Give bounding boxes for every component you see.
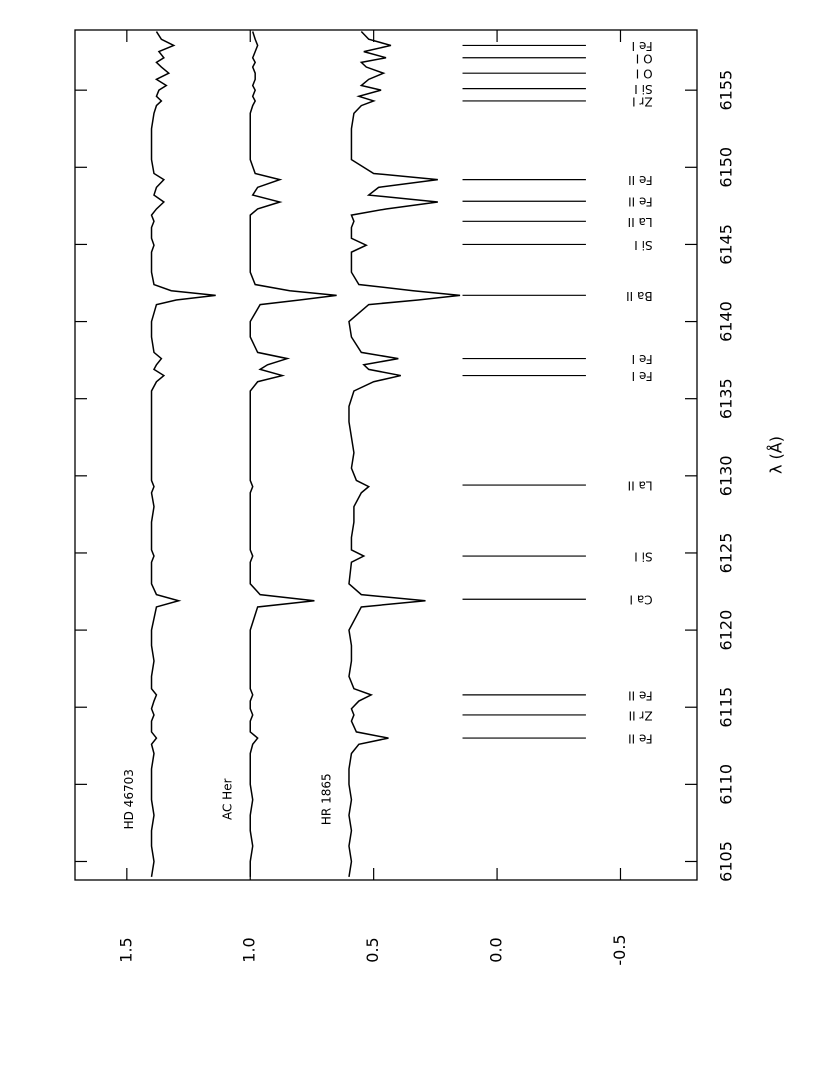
line-id-label: Zr I [632, 94, 653, 108]
x-tick-label: 6110 [717, 764, 736, 805]
series-label: AC Her [221, 778, 235, 820]
line-id-label: Fe I [632, 369, 653, 383]
x-tick-label: 6135 [717, 378, 736, 419]
x-tick-label: 6155 [717, 70, 736, 111]
y-tick-label: 0.5 [363, 937, 382, 962]
x-axis-label: λ (Å) [767, 436, 786, 474]
line-id-label: Fe II [628, 173, 653, 187]
line-id-label: O I [636, 51, 653, 65]
spectrum-line [348, 31, 461, 878]
plot-frame [74, 29, 698, 881]
y-tick-label: 0.0 [487, 937, 506, 962]
line-id-label: Fe II [628, 195, 653, 209]
line-id-label: Si I [634, 550, 652, 564]
line-id-label: Fe I [632, 39, 653, 53]
spectrum-line [150, 31, 216, 878]
line-id-label: Fe II [628, 688, 653, 702]
series-label: HR 1865 [319, 773, 333, 825]
line-id-label: La II [628, 215, 653, 229]
y-tick-label: -0.5 [610, 934, 629, 965]
x-tick-label: 6120 [717, 610, 736, 651]
line-id-label: Fe I [632, 352, 653, 366]
x-tick-label: 6145 [717, 224, 736, 265]
x-tick-label: 6130 [717, 455, 736, 496]
line-id-label: Ba II [626, 289, 652, 303]
y-tick-label: 1.0 [240, 937, 259, 962]
line-id-label: Si I [634, 82, 652, 96]
x-tick-label: 6140 [717, 301, 736, 342]
plot-area: λ (Å) 6105 6110 6115 6120 6125 6130 6135 6140 61… [74, 29, 786, 966]
y-tick-label: 1.5 [116, 937, 135, 962]
spectrum-line [249, 31, 337, 877]
line-id-label: La II [628, 479, 653, 493]
line-id-label: Ca I [629, 593, 652, 607]
line-id-label: Si I [634, 238, 652, 252]
line-id-label: O I [636, 67, 653, 81]
series-label: HD 46703 [122, 769, 136, 829]
x-tick-label: 6150 [717, 147, 736, 188]
line-id-label: Zr II [629, 708, 653, 722]
x-tick-label: 6125 [717, 533, 736, 574]
x-tick-label: 6105 [717, 841, 736, 882]
x-tick-label: 6115 [717, 687, 736, 728]
line-id-label: Fe II [628, 732, 653, 746]
